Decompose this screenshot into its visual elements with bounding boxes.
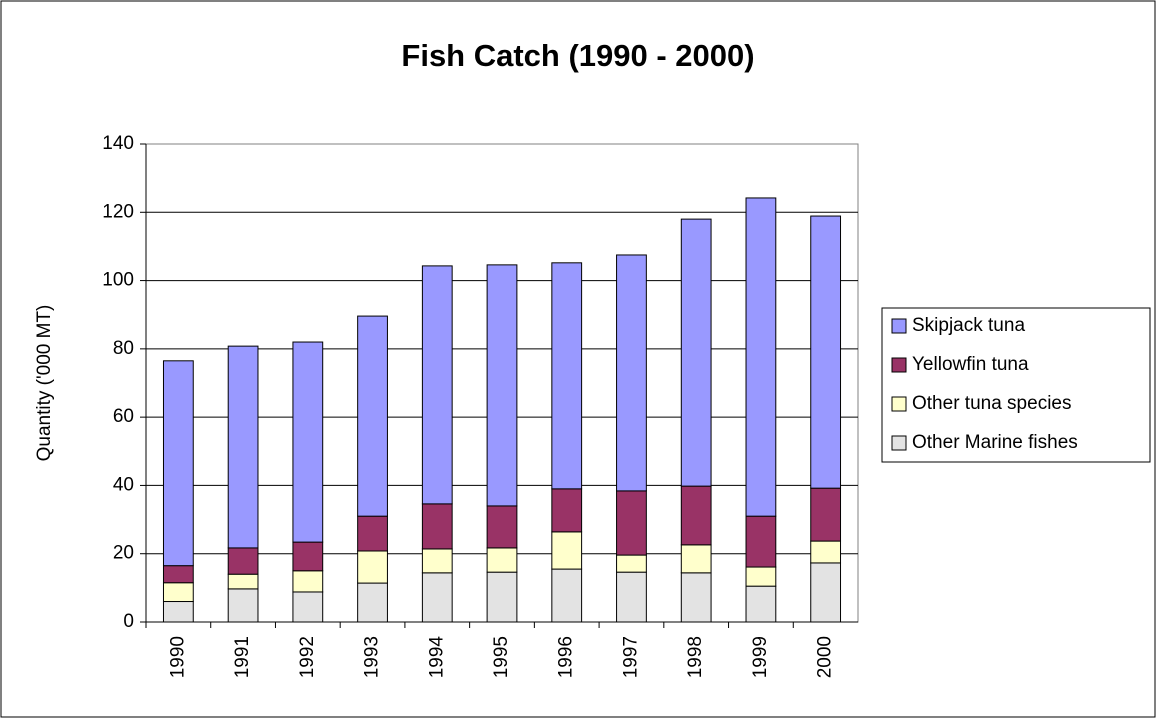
y-tick-label: 100 — [102, 270, 134, 291]
bar-segment — [227, 345, 259, 549]
bar-segment — [745, 197, 777, 517]
legend-swatch — [891, 435, 907, 451]
x-tick-label: 1990 — [167, 636, 188, 678]
x-tick-label: 1997 — [620, 636, 641, 678]
bar-segment — [162, 582, 194, 603]
legend-label: Other tuna species — [912, 393, 1071, 414]
bar-segment — [745, 515, 777, 568]
bar-segment — [357, 315, 388, 517]
bar-segment — [745, 566, 777, 587]
bar-segment — [680, 218, 712, 487]
bar-segment — [810, 562, 842, 623]
bar-segment — [616, 254, 647, 492]
bar-segment — [616, 571, 647, 623]
bar-segment — [227, 547, 259, 575]
y-tick-label: 140 — [102, 133, 134, 154]
bar-segment — [292, 570, 324, 593]
bar-segment — [421, 572, 453, 623]
bar-segment — [227, 588, 259, 623]
bar-segment — [680, 485, 712, 546]
legend-label: Skipjack tuna — [912, 315, 1025, 336]
bar-segment — [551, 488, 583, 533]
legend-swatch — [891, 318, 907, 334]
legend — [881, 307, 1151, 463]
x-tick-label: 1994 — [426, 636, 447, 679]
y-tick-label: 20 — [113, 543, 134, 564]
x-tick-label: 1993 — [362, 636, 383, 678]
bar-segment — [616, 554, 647, 573]
bar-segment — [162, 601, 194, 623]
y-tick-label: 80 — [113, 338, 134, 359]
y-tick-label: 40 — [113, 474, 134, 495]
bar-segment — [745, 585, 777, 623]
y-tick-label: 0 — [123, 611, 134, 632]
x-tick-label: 1991 — [232, 636, 253, 678]
bar-segment — [486, 547, 518, 573]
bar-segment — [292, 541, 324, 572]
bar-segment — [421, 265, 453, 505]
bar-segment — [810, 540, 842, 564]
x-tick-label: 1995 — [491, 636, 512, 678]
bar-segment — [680, 572, 712, 623]
bar-segment — [292, 591, 324, 623]
bar-segment — [810, 215, 842, 489]
bar-segment — [357, 582, 388, 623]
bar-segment — [486, 505, 518, 549]
bar-segment — [616, 490, 647, 556]
bar-segment — [551, 531, 583, 570]
legend-swatch — [891, 396, 907, 412]
x-tick-label: 1992 — [297, 636, 318, 678]
bar-segment — [421, 548, 453, 574]
bar-segment — [292, 341, 324, 543]
x-tick-label: 2000 — [815, 636, 836, 678]
y-tick-label: 60 — [113, 406, 134, 427]
bar-segment — [227, 573, 259, 590]
legend-label: Other Marine fishes — [912, 432, 1078, 453]
x-tick-label: 1998 — [685, 636, 706, 678]
bar-segment — [357, 515, 388, 552]
bar-segment — [357, 550, 388, 584]
bar-segment — [162, 360, 194, 567]
y-tick-label: 120 — [102, 201, 134, 222]
bar-segment — [551, 568, 583, 623]
bar-segment — [486, 571, 518, 623]
bar-segment — [810, 487, 842, 542]
bar-segment — [162, 565, 194, 584]
x-tick-label: 1996 — [556, 636, 577, 678]
bar-segment — [680, 544, 712, 574]
bar-segment — [421, 503, 453, 550]
y-axis-label: Quantity ('000 MT) — [34, 305, 55, 462]
legend-label: Yellowfin tuna — [912, 354, 1029, 375]
legend-swatch — [891, 357, 907, 373]
x-tick-label: 1999 — [750, 636, 771, 678]
bar-segment — [486, 264, 518, 507]
chart-title: Fish Catch (1990 - 2000) — [401, 38, 754, 73]
bar-segment — [551, 262, 583, 490]
